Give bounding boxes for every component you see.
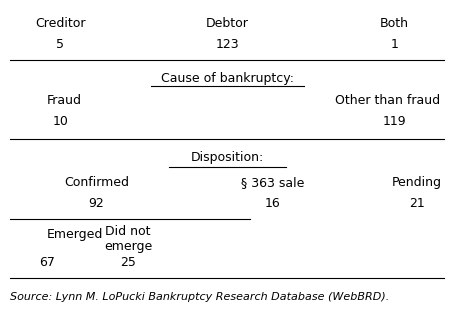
Text: Debtor: Debtor — [206, 17, 249, 30]
Text: 21: 21 — [410, 197, 425, 210]
Text: Source: Lynn M. LoPucki Bankruptcy Research Database (WebBRD).: Source: Lynn M. LoPucki Bankruptcy Resea… — [10, 292, 390, 302]
Text: Cause of bankruptcy:: Cause of bankruptcy: — [161, 72, 294, 85]
Text: 123: 123 — [216, 38, 239, 51]
Text: Disposition:: Disposition: — [191, 151, 264, 164]
Text: 92: 92 — [89, 197, 104, 210]
Text: § 363 sale: § 363 sale — [241, 176, 304, 189]
Text: Both: Both — [380, 17, 409, 30]
Text: 16: 16 — [264, 197, 281, 210]
Text: Fraud: Fraud — [46, 94, 82, 107]
Text: Creditor: Creditor — [35, 17, 85, 30]
Text: 10: 10 — [52, 115, 68, 129]
Text: Other than fraud: Other than fraud — [335, 94, 440, 107]
Text: Did not
emerge: Did not emerge — [104, 226, 152, 253]
Text: Emerged: Emerged — [46, 228, 103, 241]
Text: Confirmed: Confirmed — [64, 176, 129, 189]
Text: 119: 119 — [383, 115, 406, 129]
Text: 67: 67 — [39, 256, 55, 269]
Text: 1: 1 — [391, 38, 399, 51]
Text: Pending: Pending — [392, 176, 442, 189]
Text: 25: 25 — [120, 256, 136, 269]
Text: 5: 5 — [56, 38, 64, 51]
